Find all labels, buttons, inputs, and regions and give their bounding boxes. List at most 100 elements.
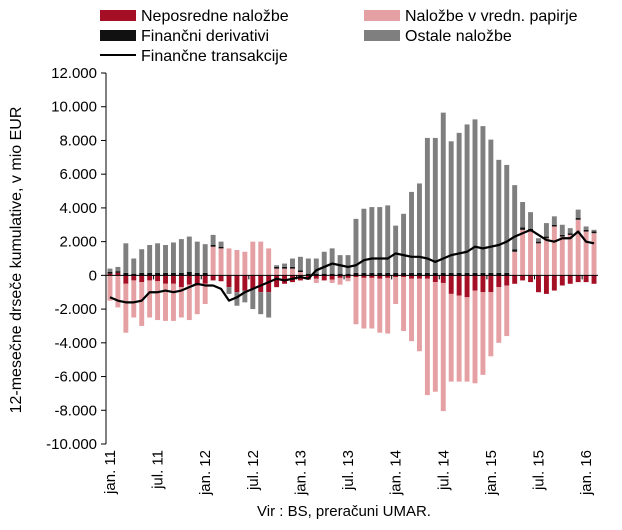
bar-ostale-nalozbe-43 [448,141,454,273]
bar-neposredne-nalozbe-27 [321,275,327,281]
bar-neposredne-nalozbe-7 [163,275,168,284]
bar-neposredne-nalozbe-35 [385,275,391,278]
x-tick-label-5: jul. 13 [340,450,357,491]
bar-nalozbe-v-vredn-papirje-14 [218,248,224,276]
bar-neposredne-nalozbe-58 [567,275,573,284]
legend-label-neposredne-nalozbe: Neposredne naložbe [141,8,289,25]
bar-ostale-nalozbe-45 [464,124,470,273]
bar-financni-derivativi-26 [313,273,319,276]
bar-financni-derivativi-25 [305,273,311,276]
x-tick-label-8: jan. 15 [483,450,500,496]
bar-neposredne-nalozbe-61 [591,275,597,284]
bar-nalozbe-v-vredn-papirje-15 [226,248,232,276]
legend-swatch-ostale-nalozbe [364,30,400,41]
y-tick-label-6: 2.000 [59,234,97,251]
bar-neposredne-nalozbe-18 [250,275,256,289]
bar-nalozbe-v-vredn-papirje-9 [178,287,184,318]
bar-ostale-nalozbe-9 [178,239,184,273]
bar-neposredne-nalozbe-44 [456,275,462,296]
bar-neposredne-nalozbe-19 [258,275,264,293]
bar-financni-derivativi-0 [107,271,113,274]
bar-nalozbe-v-vredn-papirje-60 [583,231,589,276]
bar-nalozbe-v-vredn-papirje-3 [131,280,137,318]
bar-neposredne-nalozbe-47 [480,275,486,293]
bar-neposredne-nalozbe-53 [528,275,534,283]
bar-ostale-nalozbe-21 [274,265,280,267]
bar-financni-derivativi-27 [321,273,327,276]
bar-nalozbe-v-vredn-papirje-13 [210,246,216,276]
bar-ostale-nalozbe-4 [139,249,145,273]
bar-financni-derivativi-33 [369,272,375,276]
bar-neposredne-nalozbe-60 [583,275,589,283]
bar-nalozbe-v-vredn-papirje-47 [480,292,486,375]
bar-neposredne-nalozbe-28 [329,275,335,280]
bar-neposredne-nalozbe-32 [361,275,367,278]
bar-neposredne-nalozbe-49 [496,275,502,288]
bar-nalozbe-v-vredn-papirje-51 [512,251,518,276]
bar-financni-derivativi-32 [361,272,367,276]
y-axis-label: 12-mesečne drseče kumulative, v mio EUR [8,107,25,414]
bar-ostale-nalozbe-25 [305,258,311,274]
bar-ostale-nalozbe-39 [416,183,422,273]
bar-ostale-nalozbe-34 [377,207,383,273]
bar-ostale-nalozbe-1 [115,266,121,272]
y-tick-label-9: 8.000 [59,132,97,149]
bar-ostale-nalozbe-3 [131,258,137,274]
y-tick-label-1: -8.000 [54,402,97,419]
bar-financni-derivativi-58 [567,233,573,235]
bar-neposredne-nalozbe-0 [107,273,113,276]
bar-ostale-nalozbe-2 [123,243,129,273]
bar-ostale-nalozbe-11 [194,241,200,273]
bar-neposredne-nalozbe-37 [401,275,407,278]
bar-ostale-nalozbe-27 [321,251,327,274]
bar-financni-derivativi-28 [329,273,335,276]
bar-ostale-nalozbe-22 [282,263,288,267]
x-tick-label-4: jan. 13 [292,450,309,496]
x-tick-label-6: jan. 14 [388,450,405,496]
x-tick-label-10: jan. 16 [578,450,595,496]
bar-ostale-nalozbe-57 [559,224,565,235]
bar-ostale-nalozbe-50 [504,164,510,273]
bar-financni-derivativi-30 [345,273,351,276]
bar-financni-derivativi-34 [377,272,383,276]
legend-swatch-nalozbe-v-vredn-papirje [364,10,400,21]
bar-neposredne-nalozbe-40 [424,275,430,279]
bar-ostale-nalozbe-40 [424,137,430,273]
bar-nalozbe-v-vredn-papirje-33 [369,277,375,329]
bar-neposredne-nalozbe-2 [123,275,129,284]
bar-nalozbe-v-vredn-papirje-40 [424,278,430,396]
bar-nalozbe-v-vredn-papirje-52 [520,229,526,276]
bar-nalozbe-v-vredn-papirje-24 [297,271,303,276]
bar-financni-derivativi-1 [115,271,121,273]
bar-financni-derivativi-55 [543,236,549,239]
bar-ostale-nalozbe-33 [369,207,375,273]
bar-neposredne-nalozbe-31 [353,275,359,278]
bar-ostale-nalozbe-26 [313,258,319,274]
bar-nalozbe-v-vredn-papirje-57 [559,236,565,276]
bar-nalozbe-v-vredn-papirje-26 [313,278,319,283]
bar-nalozbe-v-vredn-papirje-7 [163,283,168,321]
bar-ostale-nalozbe-60 [583,226,589,230]
bar-neposredne-nalozbe-55 [543,275,549,294]
bar-ostale-nalozbe-12 [202,244,208,273]
bar-ostale-nalozbe-52 [520,202,526,228]
bar-financni-derivativi-21 [274,266,280,269]
bar-ostale-nalozbe-6 [155,243,161,273]
bar-financni-derivativi-56 [551,224,557,227]
bar-neposredne-nalozbe-17 [242,275,248,291]
y-tick-label-5: 0 [89,267,97,284]
bar-ostale-nalozbe-49 [496,159,502,273]
bar-financni-derivativi-54 [536,241,541,244]
bar-nalozbe-v-vredn-papirje-17 [242,251,248,276]
bar-nalozbe-v-vredn-papirje-41 [432,282,438,392]
bar-ostale-nalozbe-56 [551,216,557,225]
bar-nalozbe-v-vredn-papirje-16 [234,250,240,276]
legend-label-nalozbe-v-vredn-papirje: Naložbe v vredn. papirje [405,8,578,25]
bar-ostale-nalozbe-48 [488,139,494,273]
plot-area: -10.000 -8.000 -6.000 -4.000 -2.000 0 2.000 4.0… [46,65,598,496]
legend: Neposredne naložbe Naložbe v vredn. papi… [100,8,578,65]
bar-neposredne-nalozbe-26 [313,275,319,279]
bar-ostale-nalozbe-47 [480,126,486,273]
bar-nalozbe-v-vredn-papirje-1 [115,275,121,308]
